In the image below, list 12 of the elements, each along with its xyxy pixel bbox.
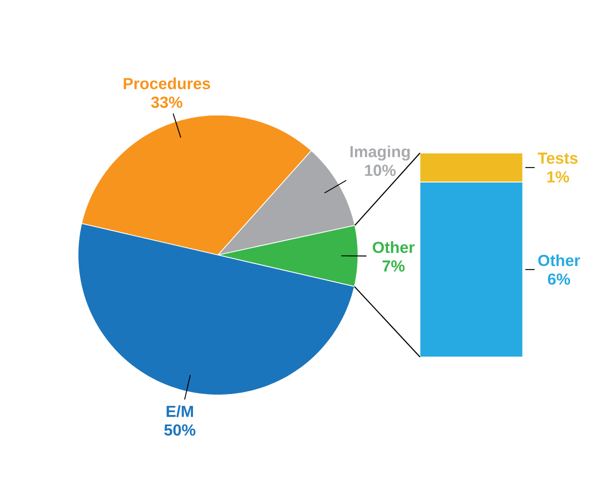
- series-label: Tests: [538, 152, 578, 164]
- data-label: 10%: [365, 164, 396, 176]
- slice-label: E/M: [166, 405, 193, 418]
- data-label: 6%: [548, 273, 570, 285]
- data-label: 1%: [547, 171, 570, 182]
- data-label: 33%: [151, 96, 182, 108]
- series-label: Other: [538, 254, 580, 266]
- slice-label: Imaging: [350, 146, 410, 161]
- slice-label: Procedures: [124, 78, 210, 90]
- slice-label: Other: [372, 241, 415, 254]
- data-label: 7%: [382, 260, 405, 272]
- data-label: 50%: [164, 424, 196, 436]
